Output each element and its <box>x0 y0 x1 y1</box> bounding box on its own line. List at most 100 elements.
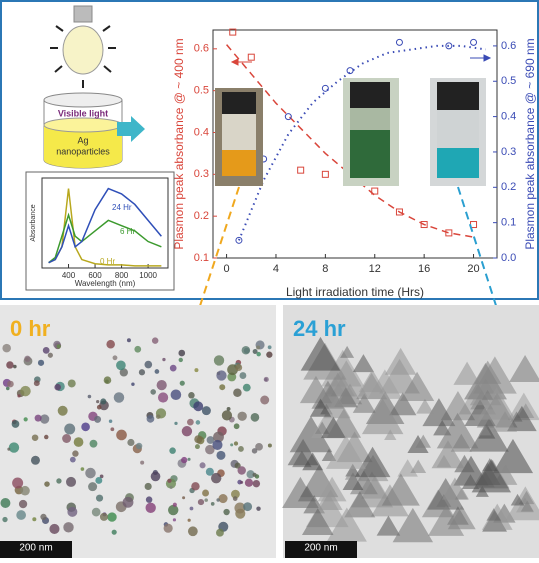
particle <box>40 513 47 521</box>
x-tick-label: 20 <box>467 263 479 275</box>
particle <box>127 438 135 447</box>
particle <box>205 444 215 455</box>
point <box>284 113 292 121</box>
nanoplate <box>507 405 537 432</box>
nanoplate <box>344 491 376 518</box>
particle <box>34 414 42 422</box>
point <box>395 208 403 216</box>
particle <box>112 355 118 361</box>
particle <box>168 504 179 516</box>
nanoplate <box>325 360 368 397</box>
particle <box>103 376 112 384</box>
particle <box>95 494 104 502</box>
particle <box>157 392 169 403</box>
nanoplate <box>289 415 333 453</box>
nanoplate <box>282 476 319 508</box>
x-tick-label: 4 <box>273 263 279 275</box>
particle <box>240 480 244 484</box>
particle <box>145 502 156 513</box>
particle <box>13 364 17 369</box>
particle <box>11 420 20 428</box>
particle <box>150 389 156 395</box>
point <box>445 229 453 237</box>
point <box>235 236 243 244</box>
particle <box>189 506 194 511</box>
nanoplate <box>352 354 375 373</box>
particle <box>233 423 240 430</box>
nanoplate <box>320 416 346 439</box>
particle <box>99 474 104 479</box>
particle <box>44 434 49 440</box>
point <box>346 67 354 75</box>
particle <box>182 496 186 500</box>
particles <box>0 336 539 543</box>
particle <box>194 444 200 450</box>
particle <box>89 439 98 448</box>
particle <box>110 427 115 432</box>
particle <box>47 352 53 358</box>
particle <box>116 429 127 441</box>
particle <box>67 506 78 517</box>
particle <box>187 518 191 522</box>
y-axis-label: Plasmon peak absorbance @ ~ 400 nm <box>172 38 186 249</box>
particle <box>94 415 102 423</box>
y-axis-label: Absorbance <box>30 204 37 241</box>
nanoplate <box>354 446 391 478</box>
particle <box>162 357 166 362</box>
particle <box>126 338 131 343</box>
x-tick-label: 12 <box>369 263 381 275</box>
particle <box>197 498 205 506</box>
particle <box>213 355 225 366</box>
particle <box>2 516 8 523</box>
particle <box>216 370 227 381</box>
particle <box>18 499 28 509</box>
particle <box>7 447 11 451</box>
particle <box>172 502 177 507</box>
nanoplate <box>399 371 435 401</box>
particle <box>12 477 24 489</box>
particle <box>188 392 195 399</box>
particle <box>167 478 172 483</box>
point <box>247 53 255 61</box>
nanoplate <box>376 515 401 536</box>
particle <box>111 529 117 535</box>
particle <box>235 364 243 371</box>
nanoplate <box>415 434 431 448</box>
nanoplate <box>301 508 334 536</box>
x-axis-label: Wavelength (nm) <box>75 279 136 288</box>
nanoplate <box>518 490 535 505</box>
x-tick-label: 8 <box>322 263 328 275</box>
nanoplate <box>384 347 417 375</box>
particle <box>181 426 193 437</box>
particle <box>266 351 273 358</box>
series-line <box>238 44 487 241</box>
y2-tick-label: 0.6 <box>501 40 516 52</box>
x-tick-label: 0 <box>224 263 230 275</box>
point <box>445 42 453 50</box>
particle <box>131 382 135 386</box>
particle <box>144 482 152 491</box>
scale-bar-bg <box>285 541 357 558</box>
particle <box>213 431 224 443</box>
arrow <box>117 116 145 142</box>
particle <box>144 360 153 369</box>
particle <box>5 386 10 391</box>
particle <box>146 414 155 423</box>
particle <box>20 485 30 496</box>
particle <box>256 345 261 350</box>
particle <box>156 380 167 391</box>
particle <box>6 361 14 369</box>
particle <box>242 383 251 392</box>
x-tick-label: 400 <box>62 271 76 280</box>
particle <box>7 380 14 388</box>
nanoplate <box>509 354 539 382</box>
particle <box>57 405 68 416</box>
nanoplate <box>358 369 386 393</box>
x-tick-label: 600 <box>88 271 102 280</box>
particle <box>179 380 185 386</box>
particle <box>187 457 191 461</box>
point <box>420 221 428 229</box>
nanoplate <box>422 398 456 427</box>
series-label: 24 Hr <box>112 203 132 212</box>
